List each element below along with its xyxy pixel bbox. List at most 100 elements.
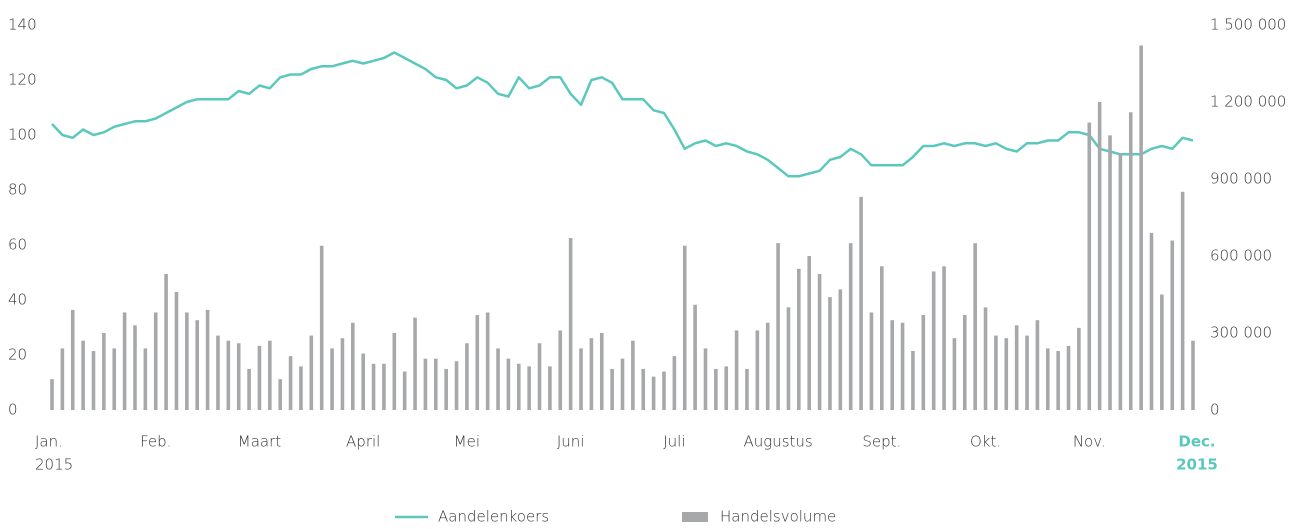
volume-bar <box>1139 45 1143 411</box>
volume-bar <box>973 243 977 410</box>
x-tick-label: Sept. <box>862 433 901 451</box>
volume-bar <box>402 371 407 410</box>
legend-swatch <box>682 512 708 522</box>
volume-bar <box>122 312 127 410</box>
volume-bar <box>900 322 905 410</box>
volume-bar <box>413 317 417 410</box>
volume-bar <box>226 340 231 410</box>
y2-tick-label: 300 000 <box>1210 324 1272 342</box>
volume-bar <box>734 330 739 410</box>
volume-bar <box>423 358 428 410</box>
volume-bar <box>60 348 65 410</box>
volume-bar <box>994 335 998 410</box>
volume-bar <box>1149 232 1154 410</box>
x-tick-label: Dec. <box>1178 433 1215 451</box>
volume-bar <box>516 363 521 410</box>
volume-bar <box>983 307 988 410</box>
volume-bar <box>672 356 677 410</box>
volume-bar <box>1118 153 1123 411</box>
volume-bar <box>185 312 189 410</box>
volume-bar <box>143 348 148 410</box>
volume-bar <box>465 343 469 410</box>
volume-bar <box>195 320 200 410</box>
x-tick-label: April <box>346 433 380 451</box>
volume-bar <box>786 307 791 410</box>
volume-bar <box>278 379 282 410</box>
volume-bar <box>817 273 822 410</box>
volume-bar <box>755 330 760 410</box>
volume-bar <box>1056 350 1060 410</box>
volume-bar <box>714 368 718 410</box>
volume-bar <box>662 371 666 410</box>
volume-bar <box>133 325 137 410</box>
volume-bar <box>548 366 552 410</box>
y-tick-label: 120 <box>8 71 37 89</box>
volume-bar <box>797 268 801 410</box>
x-tick-label: Okt. <box>970 433 1001 451</box>
volume-bar <box>952 338 957 410</box>
y-tick-label: 140 <box>8 16 37 34</box>
price-line <box>51 51 1194 178</box>
volume-bar <box>1035 320 1040 410</box>
volume-bar <box>299 366 303 410</box>
volume-bar <box>1170 240 1175 410</box>
volume-bar <box>963 315 967 410</box>
volume-bar <box>1014 325 1019 410</box>
legend-label: Aandelenkoers <box>438 508 549 526</box>
volume-bar <box>444 368 448 410</box>
y2-tick-label: 0 <box>1210 401 1220 419</box>
volume-bar <box>724 366 729 410</box>
volume-bar <box>319 245 324 410</box>
volume-bar <box>174 291 179 410</box>
volume-bar <box>1066 345 1071 410</box>
x-tick-label: Augustus <box>743 433 812 451</box>
volume-bar <box>1160 294 1164 410</box>
volume-bar <box>91 350 96 410</box>
volume-bar <box>568 238 573 410</box>
volume-bar <box>765 322 770 410</box>
volume-bar <box>942 266 946 410</box>
volume-bar <box>50 379 54 410</box>
y-tick-label: 60 <box>8 236 27 254</box>
x-tick-label: Jan. <box>35 433 63 451</box>
y-tick-label: 80 <box>8 181 27 199</box>
volume-bar <box>1108 135 1112 410</box>
volume-bar <box>838 289 843 410</box>
volume-bar <box>828 297 832 410</box>
volume-bar <box>216 335 220 410</box>
volume-bar <box>558 330 563 410</box>
volume-bar <box>631 340 635 410</box>
volume-bar <box>610 368 614 410</box>
volume-bar <box>869 312 874 410</box>
volume-bar <box>247 368 251 410</box>
x-tick-label: Feb. <box>140 433 171 451</box>
volume-bar <box>112 348 117 410</box>
x-year-label: 2015 <box>35 456 73 474</box>
volume-bar <box>309 335 314 410</box>
volume-bar <box>1004 338 1009 410</box>
volume-bar <box>682 245 687 410</box>
x-tick-label: Juni <box>557 433 585 451</box>
volume-bar <box>382 363 386 410</box>
y-tick-label: 0 <box>8 401 18 419</box>
volume-bar <box>921 315 926 410</box>
volume-bar <box>599 333 604 410</box>
volume-bar <box>205 309 210 410</box>
volume-bar <box>848 243 853 410</box>
volume-bar <box>745 368 749 410</box>
volume-bar <box>651 376 656 410</box>
y-tick-label: 20 <box>8 346 27 364</box>
volume-bar <box>807 256 812 410</box>
y2-tick-label: 600 000 <box>1210 247 1272 265</box>
x-tick-label: Mei <box>454 433 480 451</box>
volume-bar <box>268 340 272 410</box>
volume-bar <box>1191 340 1195 410</box>
volume-bar <box>703 348 708 410</box>
volume-bar <box>392 333 397 410</box>
volume-bar <box>859 196 863 410</box>
volume-bar <box>1087 122 1092 411</box>
volume-bar <box>102 333 106 410</box>
volume-bar <box>153 312 158 410</box>
x-tick-label: Nov. <box>1073 433 1106 451</box>
